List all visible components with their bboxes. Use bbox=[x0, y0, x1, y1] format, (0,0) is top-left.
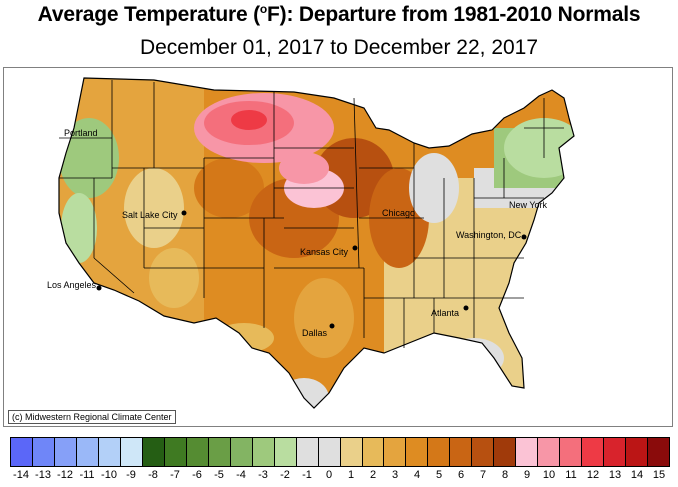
legend-swatch bbox=[142, 438, 165, 466]
legend-swatch bbox=[274, 438, 297, 466]
city-kansas-city: Kansas City bbox=[300, 245, 358, 257]
legend-swatch bbox=[626, 438, 649, 466]
city-label-dallas: Dallas bbox=[302, 328, 328, 338]
legend-swatch bbox=[98, 438, 121, 466]
legend-swatch bbox=[582, 438, 605, 466]
legend-tick-label: -1 bbox=[302, 469, 312, 481]
legend-swatch bbox=[384, 438, 407, 466]
legend-tick-label: 5 bbox=[435, 469, 443, 481]
map-panel: Portland Salt Lake City Los Angeles Kans… bbox=[3, 67, 673, 427]
legend-swatch bbox=[164, 438, 187, 466]
legend-tick-label: 14 bbox=[630, 469, 644, 481]
city-atlanta: Atlanta bbox=[431, 305, 469, 318]
city-label-atlanta: Atlanta bbox=[431, 308, 459, 318]
legend-tick-label: 0 bbox=[325, 469, 333, 481]
city-label-chicago: Chicago bbox=[382, 208, 415, 218]
legend-swatch bbox=[11, 438, 33, 466]
legend-swatch bbox=[208, 438, 231, 466]
legend-tick-label: -2 bbox=[280, 469, 290, 481]
legend-swatch bbox=[428, 438, 451, 466]
city-washington-dc: Washington, DC bbox=[456, 230, 527, 240]
state-borders bbox=[59, 80, 564, 348]
legend-swatch bbox=[604, 438, 627, 466]
legend-tick-label: 3 bbox=[391, 469, 399, 481]
legend-tick-label: -4 bbox=[236, 469, 246, 481]
city-los-angeles: Los Angeles bbox=[47, 280, 102, 291]
city-label-salt-lake-city: Salt Lake City bbox=[122, 210, 178, 220]
city-dot-dallas bbox=[329, 323, 335, 329]
legend-tick-label: 11 bbox=[565, 469, 577, 481]
legend-swatch bbox=[450, 438, 473, 466]
legend-tick-label: 12 bbox=[586, 469, 600, 481]
city-label-washington-dc: Washington, DC bbox=[456, 230, 522, 240]
legend-tick-label: 7 bbox=[479, 469, 487, 481]
legend-tick-label: 4 bbox=[413, 469, 421, 481]
title-prefix: Average Temperature ( bbox=[37, 3, 260, 26]
legend-swatch bbox=[648, 438, 670, 466]
city-label-kansas-city: Kansas City bbox=[300, 247, 349, 257]
legend-tick-label: -9 bbox=[126, 469, 136, 481]
legend-swatch bbox=[472, 438, 495, 466]
legend-tick-label: 1 bbox=[347, 469, 355, 481]
legend-swatch bbox=[120, 438, 143, 466]
city-dot-los-angeles bbox=[96, 285, 102, 291]
degree-symbol: o bbox=[259, 2, 268, 16]
legend-swatch bbox=[406, 438, 429, 466]
legend-tick-label: -7 bbox=[170, 469, 180, 481]
city-dallas: Dallas bbox=[302, 323, 335, 338]
color-legend: -14 -13 -12 -11 -10 -9 -8 -7 -6 -5 -4 -3 -2 -1 0 1 2 3 4 5 6… bbox=[10, 437, 670, 483]
city-label-new-york: New York bbox=[509, 200, 548, 210]
legend-swatch bbox=[230, 438, 253, 466]
city-chicago: Chicago bbox=[382, 208, 415, 218]
legend-tick-label: -3 bbox=[258, 469, 268, 481]
legend-tick-label: 9 bbox=[523, 469, 531, 481]
us-outline bbox=[58, 77, 575, 409]
city-dot-salt-lake-city bbox=[181, 210, 187, 216]
legend-swatch bbox=[362, 438, 385, 466]
legend-swatch bbox=[32, 438, 55, 466]
city-label-los-angeles: Los Angeles bbox=[47, 280, 97, 290]
legend-tick-label: -14 bbox=[13, 469, 29, 481]
legend-swatch bbox=[494, 438, 517, 466]
legend-tick-label: -11 bbox=[79, 469, 95, 481]
legend-tick-label: 15 bbox=[652, 469, 666, 481]
legend-swatch bbox=[516, 438, 539, 466]
anomaly-shading bbox=[59, 78, 574, 408]
legend-tick-labels: -14 -13 -12 -11 -10 -9 -8 -7 -6 -5 -4 -3 -2 -1 0 1 2 3 4 5 6… bbox=[10, 469, 670, 483]
city-salt-lake-city: Salt Lake City bbox=[122, 210, 187, 220]
title-suffix: F): Departure from 1981-2010 Normals bbox=[267, 3, 641, 26]
city-dot-washington-dc bbox=[521, 234, 527, 240]
legend-swatch bbox=[186, 438, 209, 466]
city-portland: Portland bbox=[64, 128, 98, 138]
city-new-york: New York bbox=[509, 200, 548, 210]
legend-tick-label: -13 bbox=[35, 469, 51, 481]
legend-swatch bbox=[252, 438, 275, 466]
legend-swatch bbox=[76, 438, 99, 466]
legend-tick-label: -12 bbox=[57, 469, 73, 481]
city-dot-atlanta bbox=[463, 305, 469, 311]
city-markers: Portland Salt Lake City Los Angeles Kans… bbox=[47, 128, 548, 338]
legend-swatch bbox=[296, 438, 319, 466]
date-range-subtitle: December 01, 2017 to December 22, 2017 bbox=[139, 36, 539, 59]
legend-swatch bbox=[340, 438, 363, 466]
legend-tick-label: 13 bbox=[608, 469, 622, 481]
credit-label: (c) Midwestern Regional Climate Center bbox=[8, 410, 176, 424]
legend-tick-label: -6 bbox=[192, 469, 202, 481]
legend-tick-label: 6 bbox=[457, 469, 465, 481]
city-label-portland: Portland bbox=[64, 128, 98, 138]
map-title: Average Temperature (oF): Departure from… bbox=[0, 2, 678, 27]
legend-tick-label: -8 bbox=[148, 469, 158, 481]
temperature-departure-map: Portland Salt Lake City Los Angeles Kans… bbox=[47, 77, 575, 409]
legend-tick-label: -5 bbox=[214, 469, 224, 481]
legend-color-bar bbox=[10, 437, 670, 467]
legend-tick-label: 8 bbox=[501, 469, 509, 481]
legend-tick-label: 10 bbox=[542, 469, 556, 481]
legend-tick-label: -10 bbox=[101, 469, 117, 481]
legend-tick-label: 2 bbox=[369, 469, 377, 481]
legend-swatch bbox=[538, 438, 561, 466]
legend-swatch bbox=[54, 438, 77, 466]
city-dot-kansas-city bbox=[352, 245, 358, 251]
legend-swatch bbox=[560, 438, 583, 466]
legend-swatch bbox=[318, 438, 341, 466]
